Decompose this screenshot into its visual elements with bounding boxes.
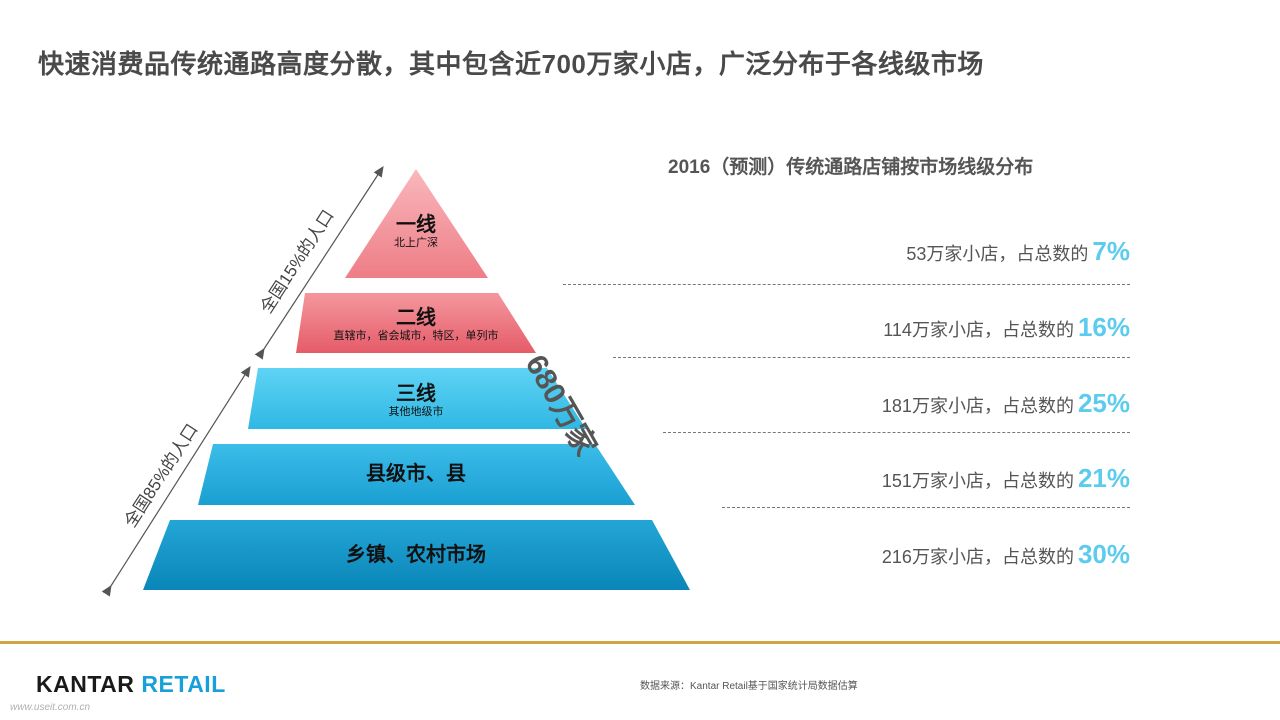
row-4-pct: 21% (1077, 463, 1130, 493)
tier-1-name: 一线 (396, 214, 436, 236)
row-2-text: 114万家小店，占总数的 (883, 320, 1074, 340)
row-tier-1: 53万家小店，占总数的 7% (906, 236, 1130, 267)
pyramid-tier-5 (143, 520, 690, 590)
footer-divider (0, 641, 1280, 644)
row-5-text: 216万家小店，占总数的 (881, 547, 1074, 567)
watermark: www.useit.com.cn (10, 702, 91, 713)
tier-3-name: 三线 (396, 383, 436, 405)
brand-logo-retail: RETAIL (141, 671, 226, 697)
top-bracket-arrow (254, 165, 384, 360)
row-5-pct: 30% (1077, 539, 1130, 569)
row-3-text: 181万家小店，占总数的 (881, 396, 1074, 416)
row-2-pct: 16% (1077, 312, 1130, 342)
brand-logo: KANTAR RETAIL (36, 671, 226, 698)
data-source-note: 数据来源：Kantar Retail基于国家统计局数据估算 (640, 681, 858, 692)
tier-1-desc: 北上广深 (394, 237, 438, 249)
tier-2-name: 二线 (396, 307, 436, 329)
divider-1 (563, 284, 1130, 285)
tier-4-name: 县级市、县 (366, 463, 466, 485)
divider-3 (663, 432, 1130, 433)
tier-3-label: 三线 其他地级市 (389, 383, 444, 419)
divider-2 (613, 357, 1130, 358)
tier-4-label: 县级市、县 (366, 463, 466, 485)
chart-subtitle: 2016（预测）传统通路店铺按市场线级分布 (668, 157, 1034, 178)
row-tier-2: 114万家小店，占总数的 16% (883, 312, 1130, 343)
brand-logo-kantar: KANTAR (36, 671, 135, 697)
tier-5-name: 乡镇、农村市场 (346, 544, 486, 566)
row-4-text: 151万家小店，占总数的 (881, 471, 1074, 491)
pyramid-tier-4 (198, 444, 635, 505)
tier-5-label: 乡镇、农村市场 (346, 544, 486, 566)
row-tier-5: 216万家小店，占总数的 30% (882, 539, 1130, 570)
tier-1-label: 一线 北上广深 (394, 214, 438, 250)
bottom-bracket-arrow (101, 365, 251, 597)
tier-2-desc: 直辖市，省会城市，特区，单列市 (333, 330, 499, 342)
row-tier-4: 151万家小店，占总数的 21% (882, 463, 1130, 494)
divider-4 (722, 507, 1130, 508)
tier-3-desc: 其他地级市 (388, 406, 444, 418)
row-1-text: 53万家小店，占总数的 (906, 244, 1089, 264)
row-1-pct: 7% (1092, 236, 1130, 266)
pyramid-tier-3 (248, 368, 586, 429)
row-3-pct: 25% (1077, 388, 1130, 418)
row-tier-3: 181万家小店，占总数的 25% (882, 388, 1130, 419)
tier-2-label: 二线 直辖市，省会城市，特区，单列市 (334, 307, 499, 343)
page-title: 快速消费品传统通路高度分散，其中包含近700万家小店，广泛分布于各线级市场 (38, 49, 984, 79)
